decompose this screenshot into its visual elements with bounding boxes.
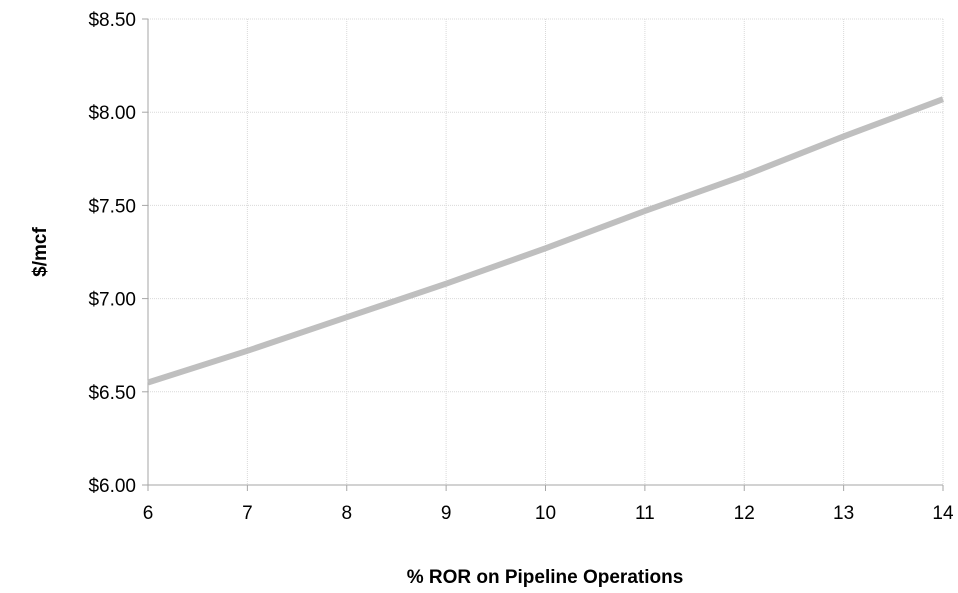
- x-tick-label: 11: [635, 503, 655, 524]
- y-tick-label: $6.50: [88, 383, 136, 404]
- gridlines: [148, 18, 944, 485]
- series-layer: [147, 96, 945, 386]
- y-axis-title: $/mcf: [30, 227, 51, 277]
- x-tick-label: 13: [833, 503, 854, 524]
- axes: [142, 18, 944, 491]
- x-tick-label: 9: [441, 503, 452, 524]
- x-axis-title: % ROR on Pipeline Operations: [407, 567, 684, 588]
- y-tick-label: $7.50: [88, 196, 136, 217]
- x-tick-label: 14: [932, 503, 954, 524]
- y-tick-label: $6.00: [88, 476, 136, 497]
- x-tick-label: 6: [143, 503, 154, 524]
- tick-labels: $6.00 $6.50 $7.00 $7.50 $8.00 $8.50 6 7 8 9 10 11 12…: [88, 10, 954, 524]
- x-tick-label: 8: [341, 503, 352, 524]
- y-tick-label: $8.50: [88, 10, 136, 31]
- x-tick-label: 12: [734, 503, 755, 524]
- x-tick-label: 7: [242, 503, 253, 524]
- x-tick-label: 10: [535, 503, 556, 524]
- y-tick-label: $7.00: [88, 290, 136, 311]
- series-line: [147, 96, 945, 386]
- y-tick-label: $8.00: [88, 103, 136, 124]
